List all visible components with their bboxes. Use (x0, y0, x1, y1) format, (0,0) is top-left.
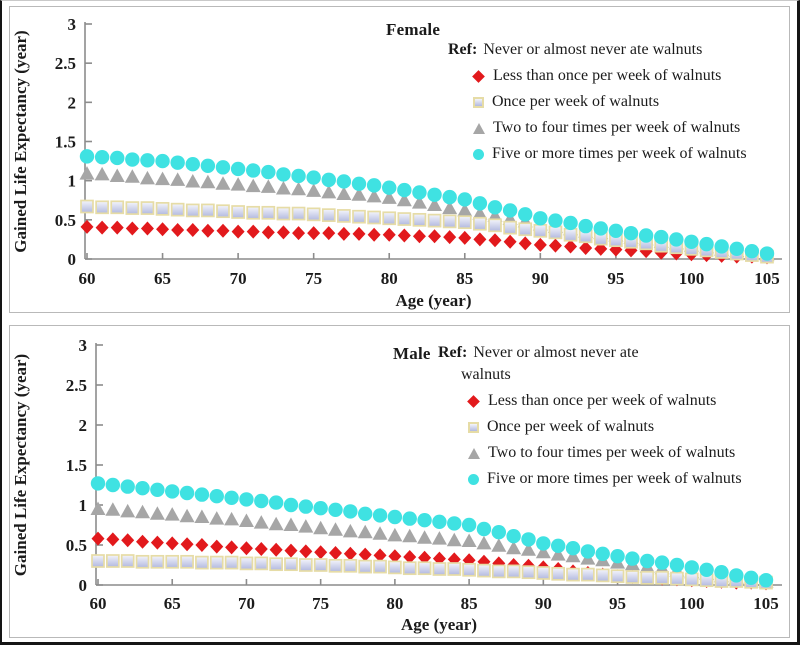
legend-ref-prefix: Ref: (448, 41, 478, 58)
legend-item-once: Once per week of walnuts (473, 93, 747, 111)
svg-text:0.5: 0.5 (66, 536, 87, 555)
legend-item-two-to-four: Two to four times per week of walnuts (468, 444, 742, 462)
gray-triangle-marker-icon (473, 122, 485, 134)
svg-text:0.5: 0.5 (55, 211, 76, 230)
svg-text:2: 2 (79, 416, 88, 435)
legend-item-five-or-more: Five or more times per week of walnuts (468, 470, 742, 488)
legend-item-label: Five or more times per week of walnuts (487, 470, 742, 487)
legend-item-label: Less than once per week of walnuts (493, 67, 722, 84)
svg-text:80: 80 (381, 269, 398, 288)
svg-text:2.5: 2.5 (55, 54, 76, 73)
legend-ref-label: Ref: Never or almost never ate (438, 344, 742, 362)
svg-text:2: 2 (68, 93, 77, 112)
legend-ref-text-line2: walnuts (461, 366, 511, 383)
svg-text:95: 95 (609, 594, 626, 613)
svg-text:Age (year): Age (year) (396, 291, 472, 310)
svg-text:90: 90 (532, 269, 549, 288)
svg-text:85: 85 (461, 594, 478, 613)
svg-text:105: 105 (754, 269, 780, 288)
legend-item-label: Two to four times per week of walnuts (493, 119, 741, 136)
legend-item-less-than-once: Less than once per week of walnuts (467, 392, 742, 410)
svg-text:1: 1 (68, 172, 77, 191)
axis-labels: 60 65 70 75 80 85 90 95 100 105 0 0.5 1 1.5 2 2.5 3 Age (… (11, 336, 779, 634)
svg-text:105: 105 (753, 594, 779, 613)
red-diamond-marker-icon (472, 69, 485, 83)
male-chart-title: Male (393, 344, 431, 363)
legend-item-label: Two to four times per week of walnuts (488, 444, 736, 461)
female-legend: Ref: Never or almost never ate walnuts Le… (448, 41, 747, 163)
svg-text:75: 75 (312, 594, 329, 613)
svg-text:1: 1 (79, 496, 88, 515)
male-legend: Ref: Never or almost never ate walnuts Le… (438, 344, 742, 488)
svg-text:60: 60 (79, 269, 96, 288)
svg-text:95: 95 (607, 269, 624, 288)
svg-text:85: 85 (456, 269, 473, 288)
svg-text:0: 0 (79, 576, 88, 595)
svg-text:Age (year): Age (year) (401, 615, 477, 634)
svg-text:100: 100 (679, 269, 705, 288)
legend-item-label: Once per week of walnuts (487, 418, 655, 435)
male-chart-plot: 60 65 70 75 80 85 90 95 100 105 0 0.5 1 1.5 2 2.5 3 Age (… (11, 336, 782, 634)
svg-text:65: 65 (154, 269, 171, 288)
svg-text:70: 70 (230, 269, 247, 288)
legend-item-once: Once per week of walnuts (468, 418, 742, 436)
male-chart-panel: 60 65 70 75 80 85 90 95 100 105 0 0.5 1 1.5 2 2.5 3 Age (… (9, 325, 790, 638)
cyan-circle-marker-icon (468, 473, 479, 485)
gray-triangle-marker-icon (468, 447, 480, 459)
svg-text:3: 3 (68, 15, 77, 34)
legend-item-two-to-four: Two to four times per week of walnuts (473, 119, 747, 137)
legend-ref-prefix: Ref: (438, 344, 468, 361)
svg-text:0: 0 (68, 250, 77, 269)
female-chart-panel: 60 65 70 75 80 85 90 95 100 105 0 0.5 1 1.5 2 2.5 3 Age (… (9, 6, 790, 313)
series-square (80, 199, 774, 264)
svg-text:75: 75 (305, 269, 322, 288)
svg-text:100: 100 (679, 594, 705, 613)
legend-ref-text: Never or almost never ate walnuts (483, 41, 703, 58)
red-diamond-marker-icon (467, 394, 480, 408)
series-square (91, 554, 773, 590)
female-chart-plot: 60 65 70 75 80 85 90 95 100 105 0 0.5 1 1.5 2 2.5 3 Age (… (11, 15, 782, 310)
svg-text:80: 80 (386, 594, 403, 613)
legend-item-label: Once per week of walnuts (492, 93, 660, 110)
svg-text:3: 3 (79, 336, 88, 355)
svg-text:60: 60 (90, 594, 107, 613)
legend-item-five-or-more: Five or more times per week of walnuts (473, 145, 747, 163)
series-circle (79, 149, 775, 261)
svg-text:1.5: 1.5 (55, 133, 76, 152)
svg-text:65: 65 (164, 594, 181, 613)
legend-ref-text: Never or almost never ate (473, 344, 639, 361)
legend-item-label: Five or more times per week of walnuts (492, 145, 747, 162)
series-circle (90, 476, 774, 588)
svg-text:70: 70 (238, 594, 255, 613)
legend-ref-label: Ref: Never or almost never ate walnuts (448, 41, 747, 59)
tan-square-marker-icon (468, 421, 479, 433)
svg-text:90: 90 (535, 594, 552, 613)
legend-item-less-than-once: Less than once per week of walnuts (472, 67, 747, 85)
svg-text:2.5: 2.5 (66, 376, 87, 395)
female-chart-title: Female (386, 20, 441, 39)
svg-text:1.5: 1.5 (66, 456, 87, 475)
cyan-circle-marker-icon (473, 148, 484, 160)
svg-text:Gained Life Expectancy (year): Gained Life Expectancy (year) (11, 354, 30, 576)
svg-text:Gained Life Expectancy (year): Gained Life Expectancy (year) (11, 30, 30, 252)
axis-labels: 60 65 70 75 80 85 90 95 100 105 0 0.5 1 1.5 2 2.5 3 Age (… (11, 15, 780, 310)
legend-item-label: Less than once per week of walnuts (488, 392, 717, 409)
tan-square-marker-icon (473, 96, 484, 108)
